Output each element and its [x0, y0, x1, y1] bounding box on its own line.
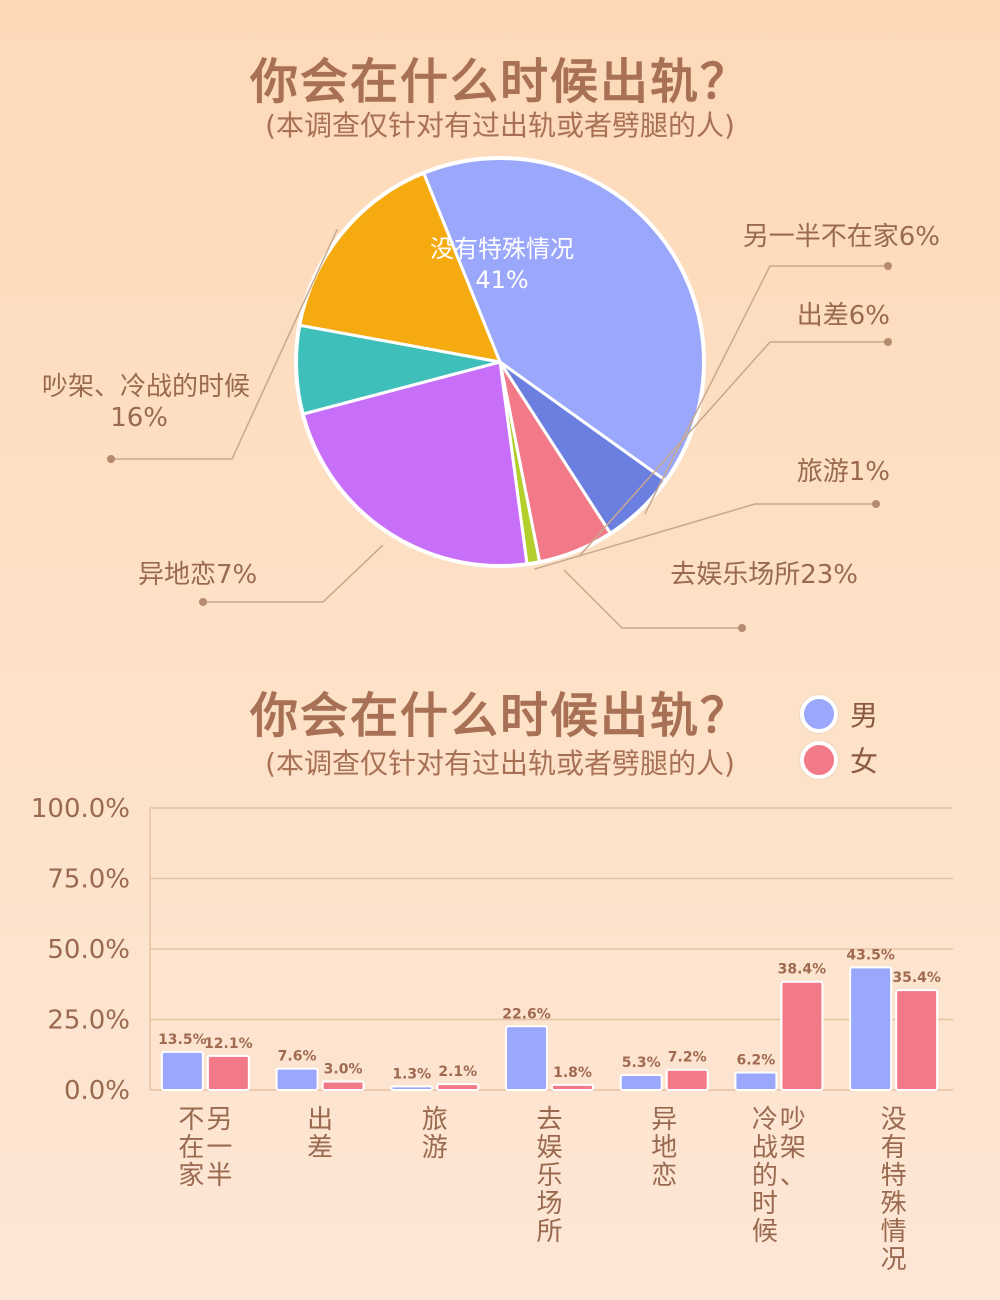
legend-label-female: 女 — [850, 745, 879, 778]
x-category-char: 候 — [752, 1217, 778, 1247]
pie-label-5: 异地恋7% — [138, 560, 257, 590]
pie-leader-dot-1 — [884, 262, 892, 270]
bar-male-3 — [505, 1025, 548, 1092]
pie-label-3: 旅游1% — [797, 457, 890, 487]
pie-leader-dot-2 — [884, 338, 892, 346]
x-category-char: 在 — [178, 1133, 204, 1163]
x-category-char: 差 — [307, 1133, 333, 1163]
bar-female-1 — [321, 1080, 365, 1092]
pie-label-0-name: 没有特殊情况 — [430, 235, 574, 263]
pie-chart: 没有特殊情况 41% 另一半不在家6% 出差6% 旅游1% 去娱乐场所23% 异地恋7% 吵架… — [42, 156, 940, 632]
bar-value-label: 6.2% — [737, 1053, 776, 1069]
x-category-char: 娱 — [536, 1133, 562, 1163]
pie-leader-dot-6 — [107, 455, 115, 463]
y-tick-label: 75.0% — [47, 865, 130, 895]
x-category-char: 去 — [536, 1105, 562, 1135]
bar-male-2 — [390, 1085, 434, 1092]
pie-leader-dot-4 — [738, 624, 746, 632]
x-category-char: 恋 — [651, 1161, 677, 1191]
bar-value-label: 43.5% — [846, 947, 895, 963]
x-category-char: 时 — [752, 1189, 778, 1219]
pie-label-6-value: 16% — [110, 403, 168, 433]
x-category-char: 战 — [752, 1133, 778, 1163]
pie-label-6-name: 吵架、冷战的时候 — [42, 372, 250, 402]
bar-value-label: 7.6% — [278, 1049, 317, 1065]
x-category-char: 游 — [422, 1133, 448, 1163]
bar-female-5 — [780, 980, 824, 1092]
bar-female-0 — [206, 1054, 250, 1091]
y-tick-label: 100.0% — [31, 794, 130, 824]
pie-outline — [294, 156, 706, 568]
bar-male-0 — [160, 1050, 204, 1091]
x-category-char: 有 — [881, 1133, 907, 1163]
x-category-char: 半 — [206, 1161, 232, 1191]
x-category-char: 出 — [307, 1105, 333, 1135]
pie-label-2: 出差6% — [797, 301, 890, 331]
bar-value-label: 7.2% — [668, 1050, 707, 1066]
pie-leader-2 — [578, 341, 888, 558]
pie-leader-4 — [563, 569, 742, 629]
pie-leader-5 — [203, 544, 384, 603]
legend-item-male: 男 — [800, 694, 878, 734]
pie-label-4: 去娱乐场所23% — [670, 560, 858, 590]
bar-male-1 — [275, 1067, 319, 1091]
x-category-char: 情 — [881, 1217, 907, 1247]
x-category-char: 家 — [178, 1161, 204, 1191]
bar-value-label: 1.8% — [553, 1065, 592, 1081]
x-category-char: 所 — [536, 1217, 562, 1247]
x-category-char: 一 — [206, 1133, 232, 1163]
x-category-char: 冷 — [752, 1105, 778, 1135]
x-category-char: 、 — [780, 1161, 806, 1191]
bar-male-6 — [849, 966, 893, 1091]
legend-label-male: 男 — [850, 699, 879, 732]
pie-leader-3 — [534, 503, 876, 570]
x-category-char: 异 — [651, 1105, 677, 1135]
x-category-char: 的 — [752, 1161, 778, 1191]
pie-label-0-value: 41% — [475, 266, 528, 294]
bar-value-label: 35.4% — [892, 970, 941, 986]
bar-male-5 — [734, 1071, 778, 1091]
y-tick-label: 25.0% — [47, 1006, 130, 1036]
x-category-char: 殊 — [881, 1189, 907, 1219]
bar-value-label: 1.3% — [392, 1066, 431, 1082]
pie-leader-6 — [111, 228, 338, 460]
bar-value-label: 13.5% — [158, 1032, 207, 1048]
bar-value-label: 5.3% — [622, 1055, 661, 1071]
x-category-char: 旅 — [422, 1105, 448, 1135]
bar-male-4 — [619, 1074, 663, 1091]
bar-female-6 — [895, 989, 939, 1091]
bar-value-label: 22.6% — [502, 1006, 551, 1022]
bar-female-3 — [551, 1083, 594, 1092]
pie-leader-1 — [644, 265, 888, 515]
bar-value-label: 12.1% — [204, 1036, 253, 1052]
x-category-char: 吵 — [780, 1105, 806, 1135]
bar-value-label: 38.4% — [778, 962, 827, 978]
legend-swatch-female — [800, 741, 838, 779]
x-category-char: 乐 — [536, 1161, 562, 1191]
pie-chart-subtitle: (本调查仅针对有过出轨或者劈腿的人) — [265, 109, 735, 142]
x-category-char: 不 — [178, 1105, 204, 1135]
x-category-char: 地 — [651, 1133, 677, 1163]
x-category-char: 另 — [206, 1105, 232, 1135]
y-tick-label: 50.0% — [47, 935, 130, 965]
pie-label-1: 另一半不在家6% — [743, 222, 940, 252]
bar-chart: 0.0% 25.0% 50.0% 75.0% 100.0% 13.5%12.1% 另一半不在… — [31, 794, 953, 1275]
pie-leader-dot-3 — [872, 500, 880, 508]
y-tick-label: 0.0% — [64, 1076, 130, 1106]
bar-chart-title: 你会在什么时候出轨？ — [249, 688, 750, 744]
pie-leader-dot-5 — [199, 598, 207, 606]
legend-swatch-male — [800, 695, 838, 733]
x-category-char: 没 — [881, 1105, 907, 1135]
x-category-char: 特 — [881, 1161, 907, 1191]
x-category-char: 况 — [881, 1245, 907, 1275]
bar-female-2 — [436, 1083, 480, 1092]
bar-female-4 — [665, 1068, 709, 1092]
x-category-char: 场 — [536, 1189, 562, 1219]
bar-chart-subtitle: (本调查仅针对有过出轨或者劈腿的人) — [265, 747, 735, 780]
bar-value-label: 2.1% — [438, 1064, 477, 1080]
pie-chart-title: 你会在什么时候出轨？ — [249, 54, 750, 110]
x-category-char: 架 — [780, 1133, 806, 1163]
legend-item-female: 女 — [800, 740, 878, 780]
bar-value-label: 3.0% — [324, 1062, 363, 1078]
